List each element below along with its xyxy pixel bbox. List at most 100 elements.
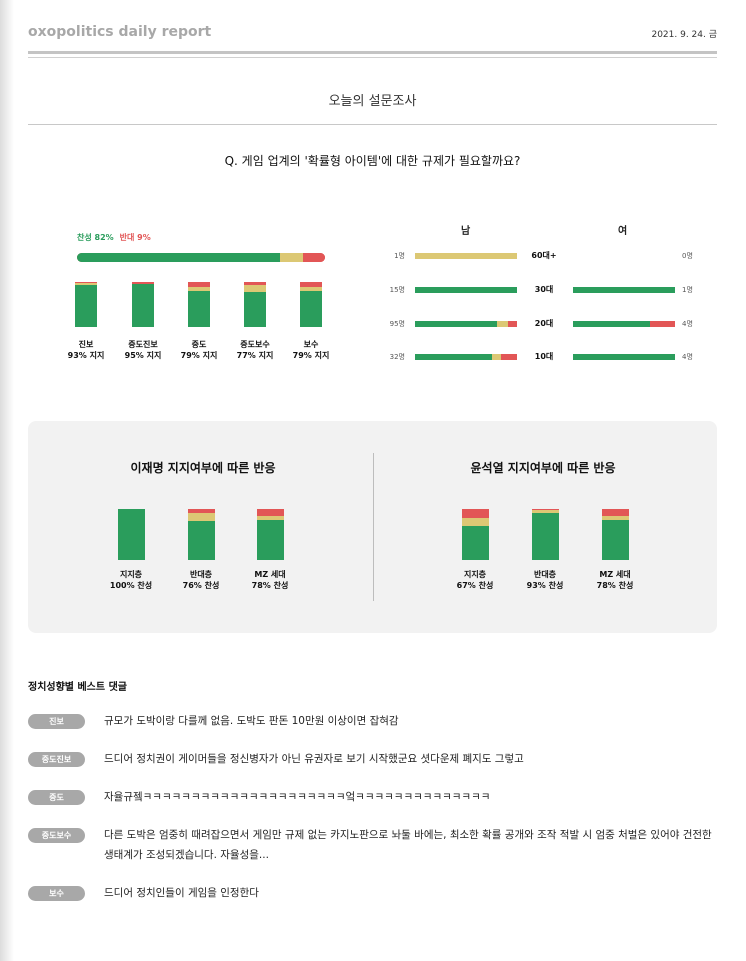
female-bar-2-agree bbox=[573, 321, 650, 327]
comment-text: 자율규젴ㅋㅋㅋㅋㅋㅋㅋㅋㅋㅋㅋㅋㅋㅋㅋㅋㅋㅋㅋㅋㅋ엌ㅋㅋㅋㅋㅋㅋㅋㅋㅋㅋㅋㅋㅋㅋ bbox=[104, 791, 491, 803]
ideology-0-value: 93% 지지 bbox=[67, 351, 105, 360]
lee-1-caption: 반대층 76% 찬성 bbox=[166, 569, 236, 591]
female-bar-1 bbox=[573, 287, 675, 293]
male-bar-3-neutral bbox=[491, 354, 501, 360]
male-count-0: 1명 bbox=[394, 252, 405, 260]
yoon-1-label: 반대층 bbox=[533, 570, 557, 579]
yoon-2-bar bbox=[602, 509, 629, 560]
ideology-4-disagree-segment bbox=[300, 282, 322, 288]
ideology-0-agree-segment bbox=[75, 285, 97, 327]
male-bar-0-neutral bbox=[415, 253, 517, 259]
age-label-1: 30대 bbox=[534, 285, 554, 294]
panel-divider bbox=[373, 453, 374, 601]
ideology-4-neutral-segment bbox=[300, 287, 322, 292]
yoon-2-label: MZ 세대 bbox=[599, 570, 631, 579]
ideology-2-agree-segment bbox=[188, 291, 210, 327]
male-bar-3-disagree bbox=[500, 354, 517, 360]
lee-1-bar bbox=[188, 509, 215, 560]
yoon-0-value: 67% 찬성 bbox=[456, 581, 494, 590]
ideology-4-value: 79% 지지 bbox=[292, 351, 330, 360]
ideology-tag: 중도진보 bbox=[28, 752, 85, 767]
comment-text: 드디어 정치인들이 게임을 인정한다 bbox=[104, 887, 259, 899]
ideology-1-value: 95% 지지 bbox=[124, 351, 162, 360]
lee-0-agree-segment bbox=[118, 509, 145, 560]
male-count-1: 15명 bbox=[389, 286, 405, 294]
page-edge-shadow bbox=[0, 0, 14, 961]
lee-2-label: MZ 세대 bbox=[254, 570, 286, 579]
female-bar-2 bbox=[573, 321, 675, 327]
lee-2-neutral-segment bbox=[257, 516, 284, 521]
age-label-2: 20대 bbox=[534, 319, 554, 328]
female-count-0: 0명 bbox=[682, 252, 693, 260]
female-bar-3-agree bbox=[573, 354, 675, 360]
comment-text: 규모가 도박이랑 다를께 없음. 도박도 판돈 10만원 이상이면 잡혀감 bbox=[104, 715, 399, 727]
male-bar-2-neutral bbox=[496, 321, 508, 327]
ideology-tag: 중도보수 bbox=[28, 828, 85, 843]
ideology-0-neutral-segment bbox=[75, 283, 97, 286]
header-rule bbox=[28, 51, 717, 54]
lee-panel-title: 이재명 지지여부에 따른 반응 bbox=[130, 461, 276, 475]
ideology-3-disagree-segment bbox=[244, 282, 266, 286]
ideology-1-agree-segment bbox=[132, 284, 154, 327]
lee-1-value: 76% 찬성 bbox=[182, 581, 220, 590]
female-bar-1-agree bbox=[573, 287, 675, 293]
male-bar-3 bbox=[415, 354, 517, 360]
report-header: oxopolitics daily report 2021. 9. 24. 금 bbox=[28, 24, 717, 44]
age-label-0: 60대+ bbox=[531, 251, 557, 260]
yoon-0-bar bbox=[462, 509, 489, 560]
report-date: 2021. 9. 24. 금 bbox=[651, 30, 717, 40]
ideology-3-neutral-segment bbox=[244, 285, 266, 293]
overall-legend: 찬성 82% 반대 9% bbox=[77, 232, 151, 243]
yoon-0-disagree-segment bbox=[462, 509, 489, 518]
ideology-3-label: 중도보수 bbox=[240, 340, 270, 349]
survey-question: Q. 게임 업계의 '확률형 아이템'에 대한 규제가 필요할까요? bbox=[224, 154, 521, 168]
ideology-4-agree-segment bbox=[300, 291, 322, 327]
ideology-4-bar bbox=[300, 282, 322, 327]
male-bar-3-agree bbox=[415, 354, 492, 360]
female-count-2: 4명 bbox=[682, 320, 693, 328]
female-bar-3 bbox=[573, 354, 675, 360]
ideology-2-value: 79% 지지 bbox=[180, 351, 218, 360]
yoon-1-agree-segment bbox=[532, 512, 559, 560]
yoon-2-agree-segment bbox=[602, 520, 629, 560]
ideology-2-label: 중도 bbox=[191, 340, 207, 349]
male-header: 남 bbox=[461, 226, 471, 237]
yoon-0-neutral-segment bbox=[462, 517, 489, 526]
age-label-3: 10대 bbox=[534, 352, 554, 361]
comment-text: 드디어 정치권이 게이머들을 정신병자가 아닌 유권자로 보기 시작했군요 셧다… bbox=[104, 753, 524, 765]
lee-0-label: 지지층 bbox=[119, 570, 143, 579]
ideology-1-disagree-segment bbox=[132, 282, 154, 285]
section-title: 오늘의 설문조사 bbox=[328, 94, 417, 109]
yoon-panel-title: 윤석열 지지여부에 따른 반응 bbox=[470, 461, 616, 475]
ideology-tag: 중도 bbox=[28, 790, 85, 805]
lee-2-agree-segment bbox=[257, 520, 284, 560]
yoon-1-neutral-segment bbox=[532, 510, 559, 513]
yoon-1-value: 93% 찬성 bbox=[526, 581, 564, 590]
overall-disagree-segment bbox=[302, 253, 325, 262]
male-bar-2-disagree bbox=[507, 321, 517, 327]
ideology-1-bar bbox=[132, 282, 154, 327]
yoon-0-caption: 지지층 67% 찬성 bbox=[440, 569, 510, 591]
ideology-4-caption: 보수 79% 지지 bbox=[276, 339, 346, 361]
female-header: 여 bbox=[618, 226, 628, 237]
yoon-2-caption: MZ 세대 78% 찬성 bbox=[580, 569, 650, 591]
male-bar-0 bbox=[415, 253, 517, 259]
lee-1-disagree-segment bbox=[188, 509, 215, 514]
ideology-3-caption: 중도보수 77% 지지 bbox=[220, 339, 290, 361]
yoon-2-value: 78% 찬성 bbox=[596, 581, 634, 590]
male-count-3: 32명 bbox=[389, 353, 405, 361]
yoon-1-bar bbox=[532, 509, 559, 560]
male-bar-1-agree bbox=[415, 287, 517, 293]
candidate-panel: 이재명 지지여부에 따른 반응 윤석열 지지여부에 따른 반응 지지층 100% … bbox=[28, 421, 717, 633]
overall-neutral-segment bbox=[280, 253, 303, 262]
lee-2-bar bbox=[257, 509, 284, 560]
male-bar-2-agree bbox=[415, 321, 497, 327]
lee-2-disagree-segment bbox=[257, 509, 284, 517]
ideology-0-disagree-segment bbox=[75, 282, 97, 284]
header-rule-thin bbox=[28, 57, 717, 58]
disagree-legend: 반대 9% bbox=[119, 233, 151, 242]
male-bar-2 bbox=[415, 321, 517, 327]
report-page: oxopolitics daily report 2021. 9. 24. 금 … bbox=[28, 0, 717, 961]
ideology-0-caption: 진보 93% 지지 bbox=[51, 339, 121, 361]
lee-1-agree-segment bbox=[188, 521, 215, 560]
